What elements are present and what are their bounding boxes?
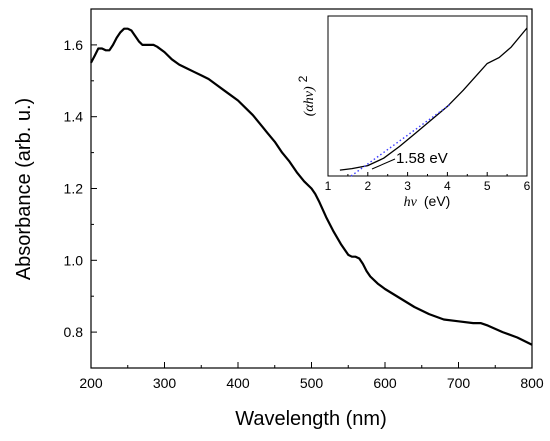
x-tick-label: 400 bbox=[226, 375, 250, 391]
x-tick-label: 800 bbox=[520, 375, 544, 391]
main-series bbox=[90, 27, 533, 346]
inset-tauc-line bbox=[339, 27, 528, 171]
inset-series bbox=[339, 27, 528, 177]
main-ticks: 200 300 400 500 600 700 800 0.8 1.0 1.2 1.4 1.6 bbox=[64, 8, 544, 391]
inset-y-title-exponent: 2 bbox=[296, 75, 310, 82]
inset-x-tick-label: 1 bbox=[325, 179, 332, 193]
x-tick-label: 500 bbox=[300, 375, 324, 391]
y-tick-label: 1.4 bbox=[64, 109, 84, 125]
inset-fit-line bbox=[350, 102, 452, 177]
y-tick-label: 1.2 bbox=[64, 181, 84, 197]
inset-x-tick-label: 3 bbox=[404, 179, 411, 193]
inset-x-tick-label: 6 bbox=[524, 179, 531, 193]
x-tick-label: 700 bbox=[447, 375, 471, 391]
bandgap-pointer bbox=[371, 158, 396, 170]
inset-x-axis-title: hν (eV) bbox=[404, 193, 451, 210]
inset-ticks: 1 2 3 4 5 6 bbox=[325, 172, 531, 193]
inset-x-tick-label: 2 bbox=[364, 179, 371, 193]
y-tick-label: 0.8 bbox=[64, 324, 84, 340]
inset-y-title-core: (αhν) bbox=[302, 86, 317, 116]
y-axis-title: Absorbance (arb. u.) bbox=[13, 98, 35, 280]
inset-x-title-unit: (eV) bbox=[424, 193, 450, 209]
inset-y-axis-title: (αhν) 2 bbox=[296, 75, 317, 116]
bandgap-annotation: 1.58 eV bbox=[396, 150, 448, 167]
x-axis-title: Wavelength (nm) bbox=[235, 408, 387, 430]
absorbance-line bbox=[90, 27, 533, 346]
x-tick-label: 200 bbox=[79, 375, 103, 391]
inset-x-tick-label: 5 bbox=[484, 179, 491, 193]
y-tick-label: 1.6 bbox=[64, 37, 84, 53]
x-tick-label: 600 bbox=[373, 375, 397, 391]
inset-x-tick-label: 4 bbox=[444, 179, 451, 193]
y-tick-label: 1.0 bbox=[64, 252, 84, 268]
inset-x-title-symbol: hν bbox=[404, 195, 418, 210]
x-tick-label: 300 bbox=[153, 375, 177, 391]
